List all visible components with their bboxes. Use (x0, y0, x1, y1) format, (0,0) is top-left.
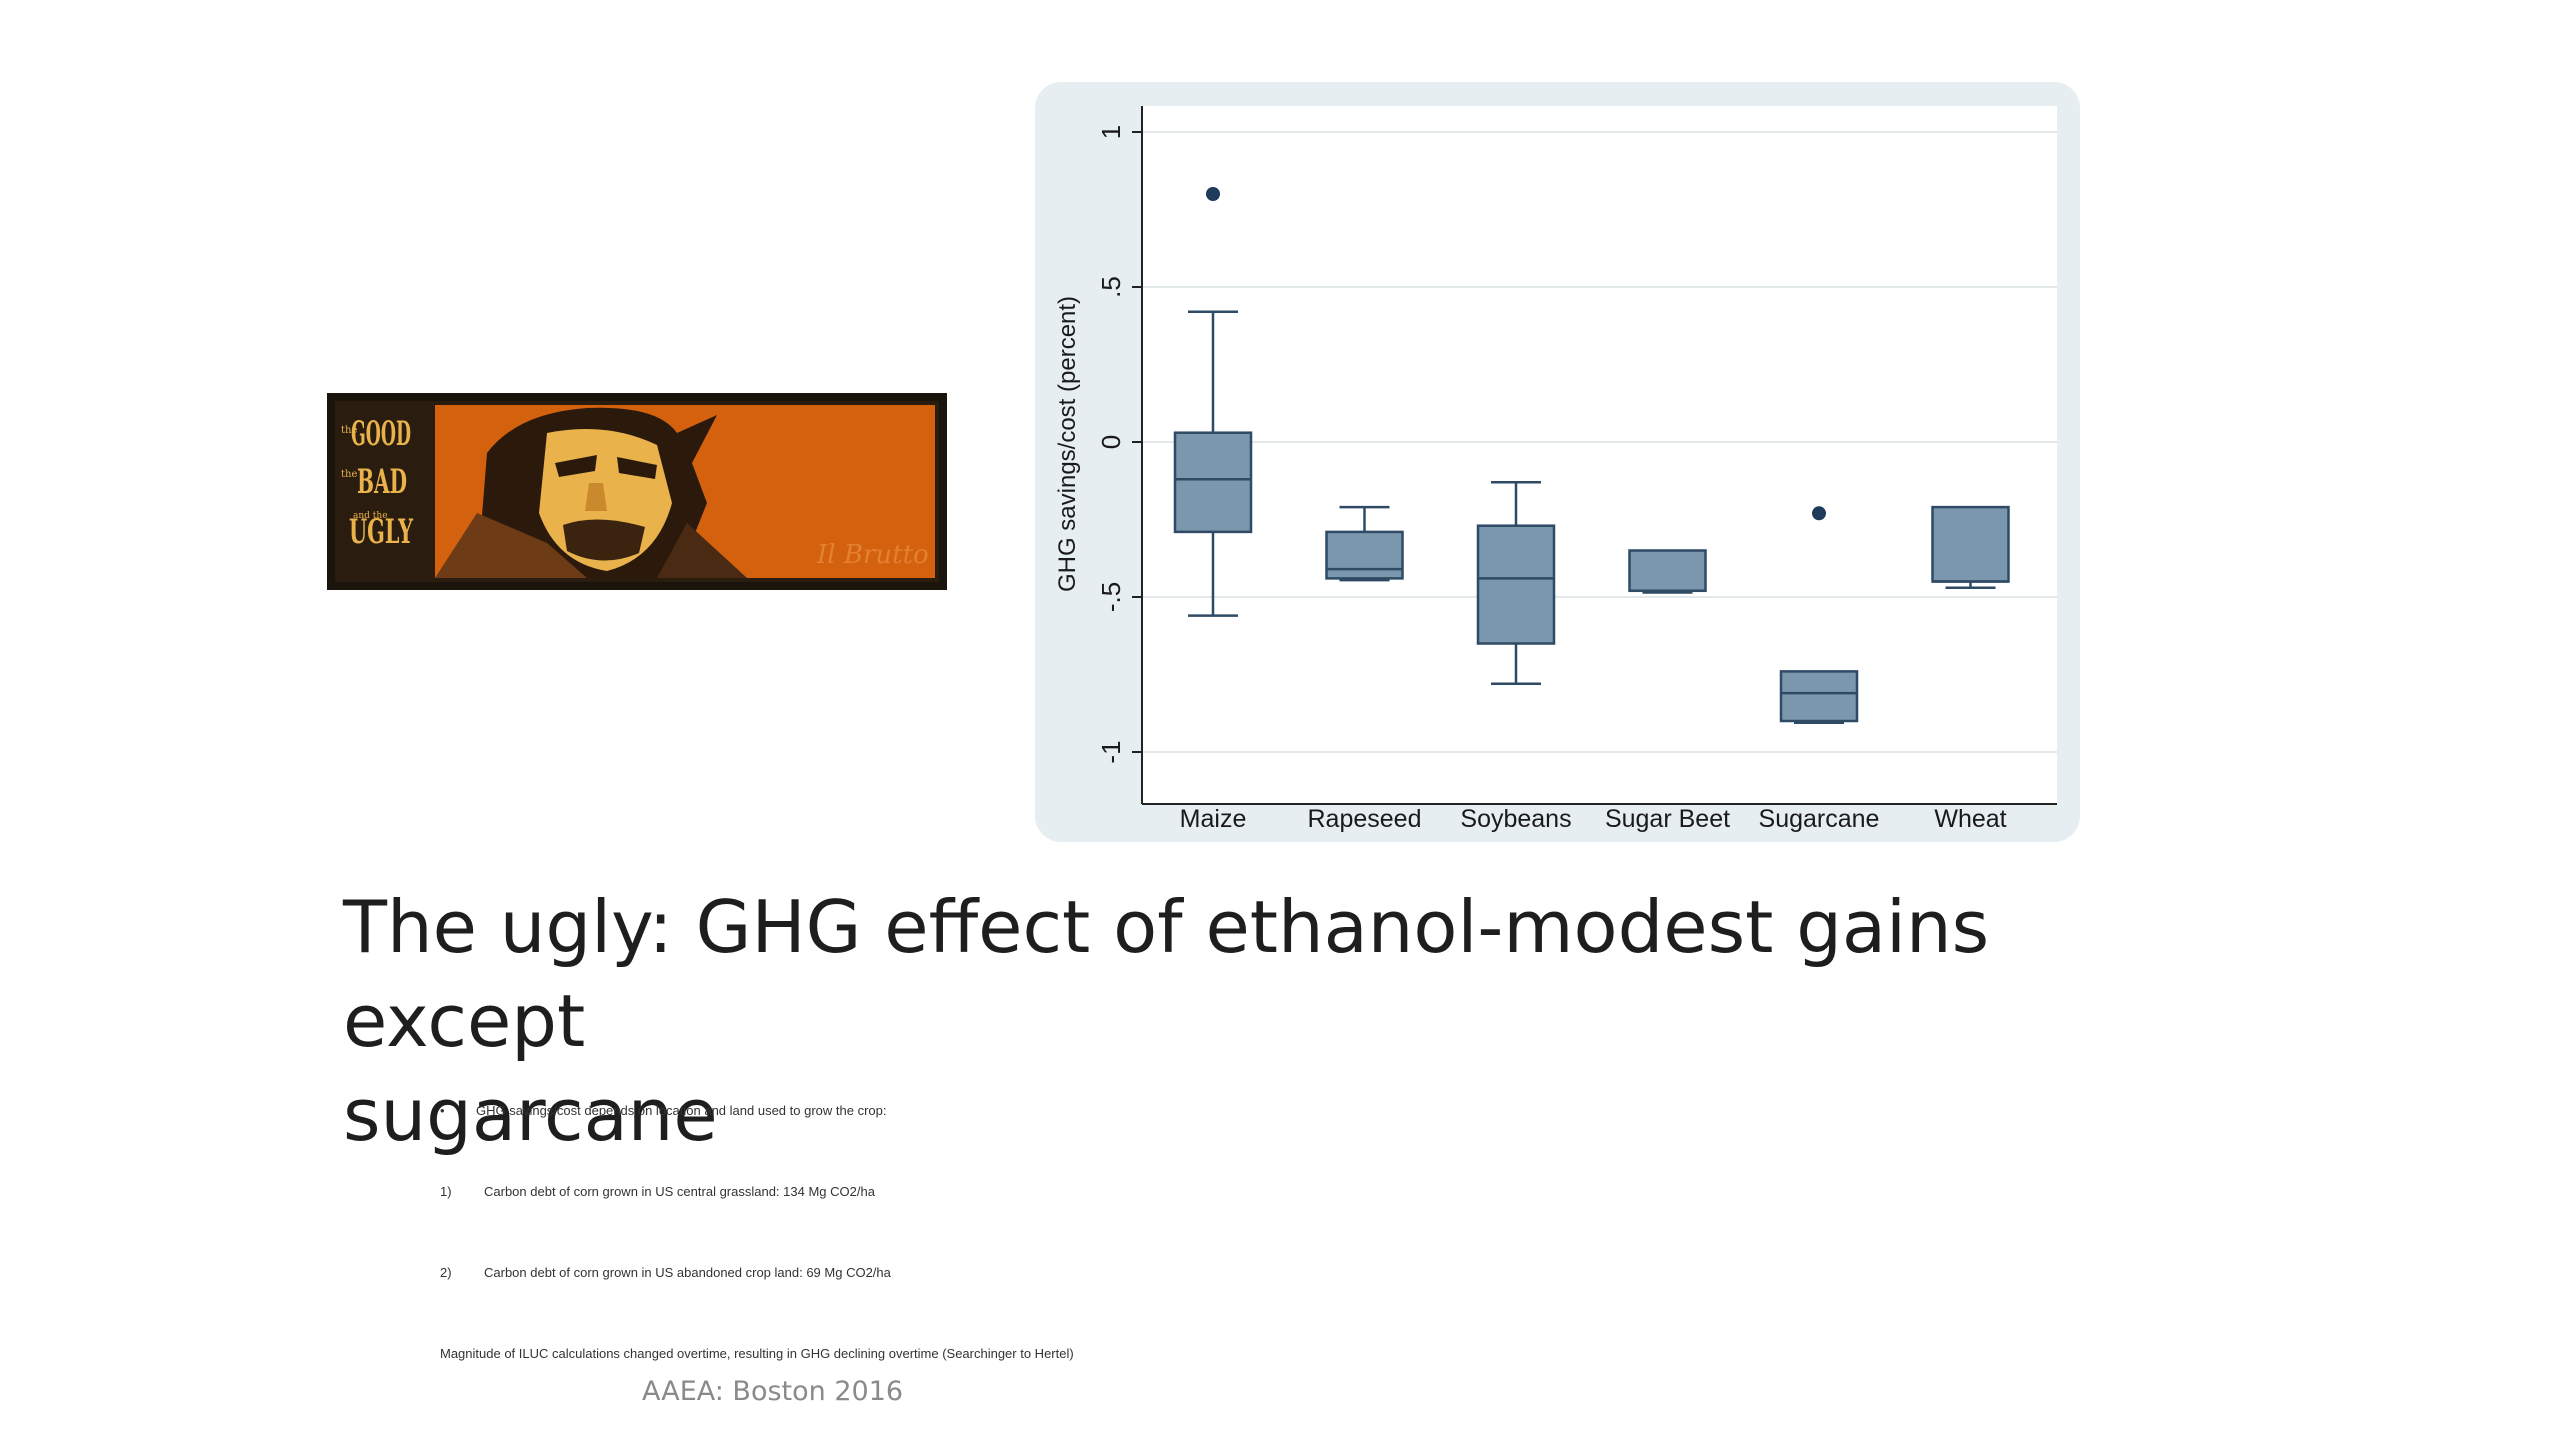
box-wheat (1931, 505, 2010, 589)
poster-artwork: the GOOD the BAD and the UGLY Il Brutto (335, 401, 939, 582)
svg-text:the: the (341, 469, 357, 480)
box-soybeans (1476, 481, 1556, 686)
plot-area (1142, 106, 2057, 804)
svg-text:the: the (341, 425, 357, 436)
note-text: Magnitude of ILUC calculations changed o… (440, 1346, 1074, 1361)
item-text: Carbon debt of corn grown in US central … (484, 1184, 875, 1199)
gridlines (1142, 131, 2057, 753)
numbered-item-2: 2) Carbon debt of corn grown in US abando… (440, 1265, 891, 1280)
x-category-label: Rapeseed (1308, 805, 1422, 833)
item-number: 2) (440, 1265, 452, 1280)
iqr-box (1325, 530, 1404, 580)
slide-title: The ugly: GHG effect of ethanol-modest g… (343, 880, 2243, 1162)
y-tick-label: .5 (1096, 276, 1126, 298)
slide-title-line2: sugarcane (343, 1073, 718, 1157)
iqr-box (1931, 505, 2010, 583)
poster-signature: Il Brutto (816, 540, 929, 570)
bullet-point: • GHG savings/cost depends on location an… (440, 1103, 886, 1118)
x-category-label: Soybeans (1460, 805, 1571, 833)
svg-text:UGLY: UGLY (349, 512, 413, 552)
box-maize (1173, 187, 1253, 617)
y-tick-label: 0 (1096, 435, 1126, 449)
item-text: Carbon debt of corn grown in US abandone… (484, 1265, 891, 1280)
box-sugarcane (1779, 506, 1859, 724)
outlier-point (1206, 187, 1220, 201)
iqr-box (1173, 431, 1253, 534)
bullet-text: GHG savings/cost depends on location and… (476, 1103, 887, 1118)
box-rapeseed (1325, 505, 1404, 582)
y-tick-label: 1 (1096, 125, 1126, 139)
svg-text:GOOD: GOOD (351, 414, 411, 454)
slide-footer: AAEA: Boston 2016 (642, 1376, 904, 1407)
iqr-box (1476, 524, 1556, 645)
bullet-mark: • (440, 1103, 445, 1118)
movie-poster-image: the GOOD the BAD and the UGLY Il Brutto (327, 393, 947, 590)
slide-title-line1: The ugly: GHG effect of ethanol-modest g… (343, 885, 1990, 1063)
x-category-label: Maize (1180, 805, 1247, 833)
x-category-label: Sugar Beet (1605, 805, 1730, 833)
axes: 1 .5 0 -.5 -1 Maize Rapeseed Soybeans Sugar Beet… (1096, 106, 2057, 833)
iqr-box (1628, 549, 1707, 593)
boxplot-panel: 1 .5 0 -.5 -1 Maize Rapeseed Soybeans Sugar Beet… (1035, 82, 2080, 842)
y-axis-title: GHG savings/cost (percent) (1054, 296, 1081, 592)
box-sugar-beet (1628, 549, 1707, 594)
item-number: 1) (440, 1184, 452, 1199)
y-tick-label: -1 (1096, 740, 1126, 763)
poster-title: the GOOD the BAD and the UGLY (341, 414, 413, 552)
boxes (1173, 187, 2010, 724)
iqr-box (1779, 670, 1859, 723)
x-category-label: Sugarcane (1759, 805, 1880, 833)
x-category-label: Wheat (1934, 805, 2006, 833)
numbered-item-1: 1) Carbon debt of corn grown in US centra… (440, 1184, 875, 1199)
outlier-point (1812, 506, 1826, 521)
y-tick-label: -.5 (1096, 582, 1126, 612)
svg-text:BAD: BAD (357, 462, 407, 502)
boxplot-chart: 1 .5 0 -.5 -1 Maize Rapeseed Soybeans Sugar Beet… (1054, 106, 2057, 833)
svg-text:and the: and the (353, 511, 388, 521)
